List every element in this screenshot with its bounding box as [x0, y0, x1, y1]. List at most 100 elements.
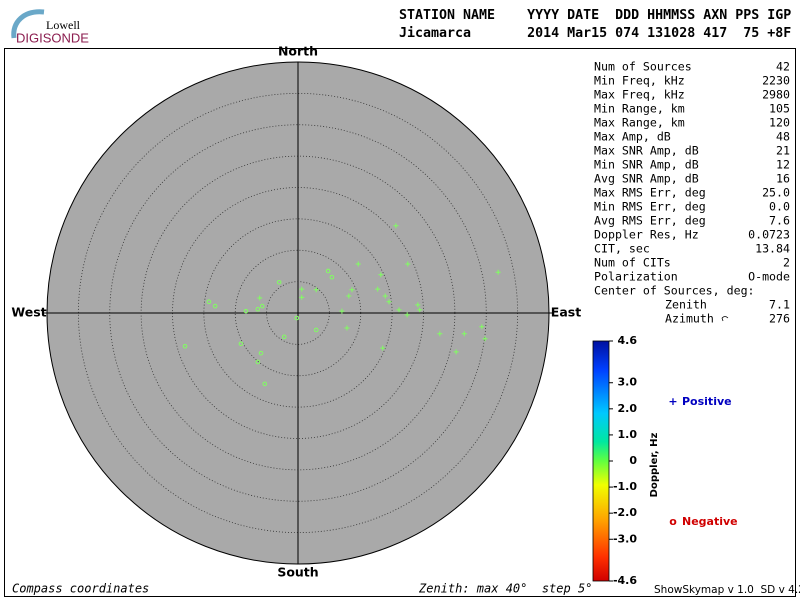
- stat-label: Center of Sources, deg:: [594, 284, 755, 298]
- source-point: [262, 381, 268, 387]
- legend-label: Positive: [682, 395, 732, 408]
- colorbar-tick-label: 1.0: [618, 428, 638, 441]
- colorbar-tick-label: -2.0: [613, 506, 637, 519]
- source-point: [258, 350, 264, 356]
- stat-value: 21: [776, 144, 790, 158]
- header-line: STATION NAME YYYY DATE DDD HHMMSS AXN PP…: [399, 8, 791, 23]
- source-point: [243, 308, 249, 314]
- direction-label: South: [277, 565, 318, 580]
- stat-value: 16: [776, 172, 790, 186]
- stat-value: 48: [776, 130, 790, 144]
- stat-label: Num of CITs: [594, 256, 671, 270]
- colorbar-tick-label: 0: [629, 454, 637, 467]
- source-point: [393, 223, 399, 229]
- source-point: [461, 331, 467, 337]
- source-point: [346, 293, 352, 299]
- source-point: [276, 279, 282, 285]
- source-point: [415, 302, 421, 308]
- colorbar-tick-label: 3.0: [618, 376, 638, 389]
- source-point: [206, 299, 212, 305]
- stat-value: 7.6: [769, 214, 790, 228]
- stat-label: Min Freq, kHz: [594, 74, 685, 88]
- colorbar-tick-label: -1.0: [613, 480, 637, 493]
- source-point: [299, 294, 305, 300]
- source-point: [396, 307, 402, 313]
- source-point: [255, 359, 261, 365]
- logo-bottom: DIGISONDE: [16, 30, 89, 45]
- source-point: [255, 306, 261, 312]
- legend-label: Negative: [682, 515, 738, 528]
- colorbar-title: Doppler, Hz: [649, 433, 660, 498]
- source-point: [417, 307, 423, 313]
- stat-value: 13.84: [755, 242, 790, 256]
- source-point: [329, 274, 335, 280]
- stat-value: 2: [783, 256, 790, 270]
- stat-value: 0.0: [769, 200, 790, 214]
- stat-label: Azimuth: [665, 312, 714, 326]
- logo-swoosh: [11, 9, 45, 39]
- source-point: [479, 324, 485, 330]
- legend-symbol: o: [669, 515, 677, 528]
- source-point: [339, 308, 345, 314]
- stat-label: Min RMS Err, deg: [594, 200, 706, 214]
- stat-label: Max Range, km: [594, 116, 685, 130]
- source-point: [344, 325, 350, 331]
- colorbar: 4.6 3.0 2.0 1.0 0 -1.0 -2.0 -3.0 -4.6 Doppler, Hz: [592, 334, 660, 587]
- azimuth-icon: [721, 316, 729, 322]
- source-point: [382, 293, 388, 299]
- stat-value: O-mode: [748, 270, 790, 284]
- source-point: [313, 287, 319, 293]
- stat-label: Max SNR Amp, dB: [594, 144, 699, 158]
- direction-label: East: [551, 305, 581, 320]
- stat-value: 7.1: [769, 298, 790, 312]
- stats-panel: Num of Sources 42 Min Freq, kHz 2230 Max Fre…: [594, 60, 790, 326]
- colorbar-gradient: [592, 340, 610, 582]
- source-point: [299, 286, 305, 292]
- stat-label: Max RMS Err, deg: [594, 186, 706, 200]
- source-point: [378, 272, 384, 278]
- stat-label: Doppler Res, Hz: [594, 228, 699, 242]
- stat-label: Min SNR Amp, dB: [594, 158, 699, 172]
- note: ShowSkymap v 1.0 SD v 4.2: [654, 584, 800, 596]
- stat-value: 2980: [762, 88, 790, 102]
- note: Compass coordinates: [12, 582, 149, 596]
- source-point: [325, 268, 331, 274]
- source-point: [313, 327, 319, 333]
- stat-label: Num of Sources: [594, 60, 692, 74]
- stat-value: 25.0: [762, 186, 790, 200]
- stat-label: Zenith: [665, 298, 707, 312]
- source-point: [212, 303, 218, 309]
- source-point: [495, 269, 501, 275]
- source-point: [453, 349, 459, 355]
- colorbar-tick-label: 4.6: [618, 334, 638, 347]
- source-point: [404, 312, 410, 318]
- header-line: Jicamarca 2014 Mar15 074 131028 417 75 +…: [399, 25, 791, 41]
- stat-label: Polarization: [594, 270, 678, 284]
- stat-value: 42: [776, 60, 790, 74]
- source-point: [294, 315, 300, 321]
- stat-value: 276: [769, 312, 790, 326]
- source-point: [259, 303, 265, 309]
- source-point: [355, 261, 361, 267]
- source-point: [482, 336, 488, 342]
- note: Zenith: max 40° step 5°: [418, 582, 592, 596]
- source-point: [380, 345, 386, 351]
- stat-label: CIT, sec: [594, 242, 650, 256]
- source-point: [238, 341, 244, 347]
- stat-value: 12: [776, 158, 790, 172]
- source-point: [281, 334, 287, 340]
- source-point: [386, 299, 392, 305]
- source-point: [405, 261, 411, 267]
- stat-label: Avg RMS Err, deg: [594, 214, 706, 228]
- direction-label: North: [278, 44, 318, 59]
- direction-label: West: [11, 305, 46, 320]
- stat-value: 2230: [762, 74, 790, 88]
- skymap-plot: North South West East + Positive o Negative: [11, 44, 737, 580]
- legend-symbol: +: [668, 395, 677, 408]
- stat-value: 0.0723: [748, 228, 790, 242]
- stat-value: 105: [769, 102, 790, 116]
- source-point: [437, 331, 443, 337]
- source-point: [349, 287, 355, 293]
- source-point: [257, 295, 263, 301]
